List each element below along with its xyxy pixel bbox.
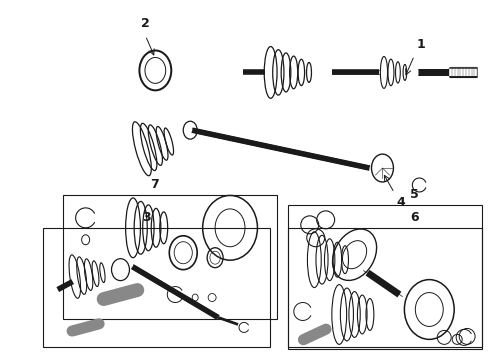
Polygon shape — [71, 320, 100, 335]
Bar — [288, 205, 482, 349]
Bar — [63, 195, 277, 319]
Text: 1: 1 — [416, 37, 425, 50]
Polygon shape — [302, 325, 328, 343]
Text: 4: 4 — [396, 196, 405, 209]
Text: 7: 7 — [150, 178, 159, 191]
Text: 5: 5 — [411, 188, 419, 201]
Text: 6: 6 — [411, 211, 419, 224]
Text: 2: 2 — [142, 17, 150, 30]
Polygon shape — [102, 285, 139, 304]
Bar — [43, 228, 270, 347]
Bar — [288, 228, 482, 347]
Text: 3: 3 — [142, 211, 151, 224]
